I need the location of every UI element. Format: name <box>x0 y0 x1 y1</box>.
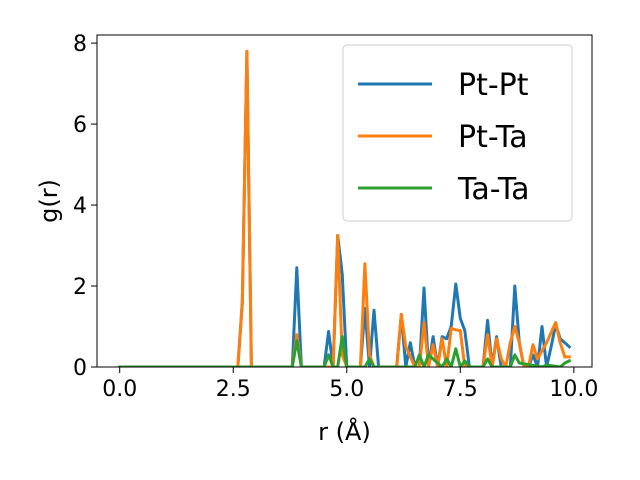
series-layer <box>118 49 572 367</box>
legend: Pt-Pt Pt-Ta Ta-Ta <box>342 44 573 222</box>
x-tick-label: 7.5 <box>443 377 478 402</box>
y-tick-label: 4 <box>73 194 87 219</box>
legend-box <box>342 44 573 222</box>
legend-label: Ta-Ta <box>457 172 530 207</box>
x-axis-ticks: 0.0 2.5 5.0 7.5 10.0 <box>102 367 598 402</box>
y-axis-ticks: 0 2 4 6 8 <box>73 32 97 381</box>
x-axis-label: r (Å) <box>318 417 371 446</box>
legend-label: Pt-Pt <box>458 68 529 103</box>
y-tick-label: 8 <box>73 32 87 57</box>
x-tick-label: 2.5 <box>216 377 251 402</box>
series-line-ta-ta <box>118 335 572 367</box>
y-tick-label: 6 <box>73 113 87 138</box>
x-tick-label: 0.0 <box>102 377 137 402</box>
y-tick-label: 2 <box>73 275 87 300</box>
y-tick-label: 0 <box>73 356 87 381</box>
series-line-pt-ta <box>118 49 571 367</box>
x-tick-label: 5.0 <box>329 377 364 402</box>
legend-label: Pt-Ta <box>458 120 528 155</box>
axes-frame <box>96 34 593 368</box>
y-axis-label: g(r) <box>35 179 63 223</box>
x-tick-label: 10.0 <box>549 377 598 402</box>
